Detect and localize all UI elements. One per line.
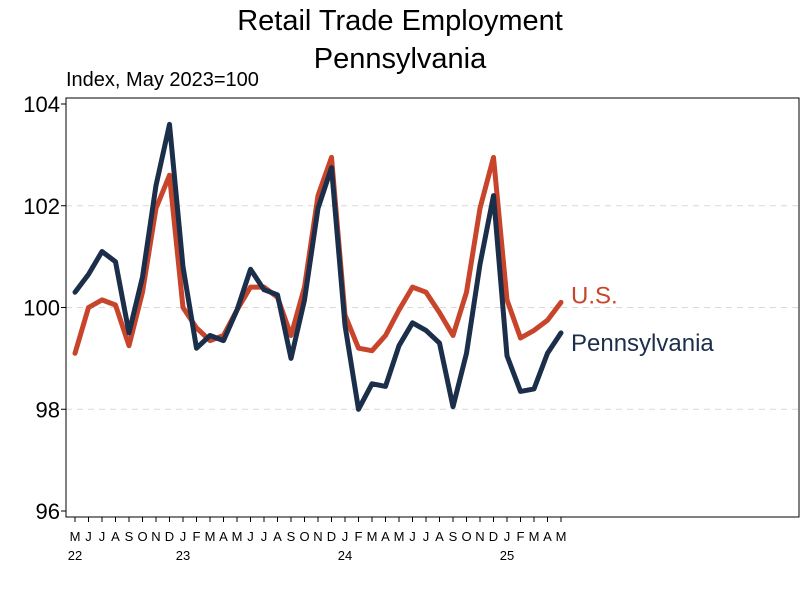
x-tick-label: M — [232, 529, 243, 544]
x-tick-label: M — [529, 529, 540, 544]
y-tick-label: 98 — [36, 397, 60, 422]
x-axis-ticks: M J J A S O N D J F M A M J J A S O N D J F M A M J J A S O N D J F M A M22 2… — [68, 517, 567, 563]
x-tick-label: N — [151, 529, 160, 544]
x-tick-label: M — [394, 529, 405, 544]
series-labels: U.S. Pennsylvania — [571, 282, 714, 357]
x-tick-label: M — [556, 529, 567, 544]
x-tick-label: S — [449, 529, 458, 544]
x-tick-label: M — [70, 529, 81, 544]
x-tick-label: A — [273, 529, 282, 544]
x-tick-label: A — [111, 529, 120, 544]
chart-subtitle: Pennsylvania — [314, 43, 487, 75]
y-tick-label: 104 — [23, 92, 60, 117]
x-tick-label: A — [543, 529, 552, 544]
x-tick-label: D — [489, 529, 498, 544]
series-label-u-s: U.S. — [571, 282, 618, 309]
x-tick-label: J — [99, 529, 106, 544]
x-year-label: 23 — [176, 548, 190, 563]
x-tick-label: N — [475, 529, 484, 544]
x-tick-label: S — [125, 529, 134, 544]
x-tick-label: A — [381, 529, 390, 544]
x-tick-label: A — [435, 529, 444, 544]
plot-frame — [65, 97, 800, 518]
x-tick-label: M — [205, 529, 216, 544]
series-line-u-s — [72, 154, 564, 356]
x-tick-label: J — [180, 529, 187, 544]
y-tick-label: 100 — [23, 296, 60, 321]
x-tick-label: D — [165, 529, 174, 544]
x-tick-label: O — [461, 529, 471, 544]
x-tick-label: N — [313, 529, 322, 544]
x-tick-label: F — [355, 529, 363, 544]
x-tick-label: J — [342, 529, 349, 544]
x-tick-label: J — [247, 529, 254, 544]
series-label-pennsylvania: Pennsylvania — [571, 330, 714, 357]
x-tick-label: O — [299, 529, 309, 544]
x-tick-label: J — [85, 529, 92, 544]
x-tick-label: F — [193, 529, 201, 544]
x-year-label: 24 — [338, 548, 352, 563]
x-year-label: 25 — [500, 548, 514, 563]
y-tick-label: 96 — [36, 499, 60, 524]
x-tick-label: D — [327, 529, 336, 544]
x-tick-label: J — [409, 529, 416, 544]
x-tick-label: J — [504, 529, 511, 544]
y-tick-label: 102 — [23, 194, 60, 219]
x-tick-label: S — [287, 529, 296, 544]
x-tick-label: J — [423, 529, 430, 544]
x-tick-label: A — [219, 529, 228, 544]
x-tick-label: O — [137, 529, 147, 544]
x-tick-label: J — [261, 529, 268, 544]
x-tick-label: F — [517, 529, 525, 544]
x-year-label: 22 — [68, 548, 82, 563]
x-tick-label: M — [367, 529, 378, 544]
chart-title: Retail Trade Employment — [237, 5, 563, 37]
y-axis-label: Index, May 2023=100 — [66, 69, 259, 91]
series-line-pennsylvania — [72, 121, 564, 412]
y-axis-ticks: 96 98 100 102 104 — [23, 92, 66, 524]
series-lines — [72, 121, 564, 412]
